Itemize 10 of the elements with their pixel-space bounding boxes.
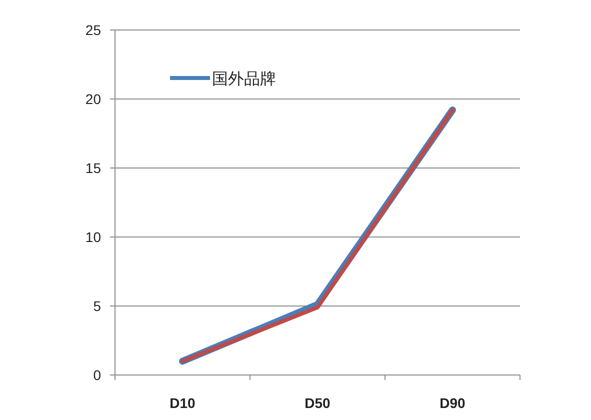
y-tick-label: 5 <box>93 298 102 314</box>
y-tick-label: 0 <box>93 367 102 383</box>
x-tick-label: D50 <box>304 395 331 411</box>
y-tick-label: 10 <box>85 229 102 245</box>
x-tick-label: D90 <box>440 395 466 411</box>
legend-label: 国外品牌 <box>212 69 276 88</box>
y-tick-label: 15 <box>85 160 102 176</box>
y-tick-label: 20 <box>85 91 102 107</box>
x-tick-label: D10 <box>170 395 196 411</box>
y-tick-label: 25 <box>85 22 102 38</box>
